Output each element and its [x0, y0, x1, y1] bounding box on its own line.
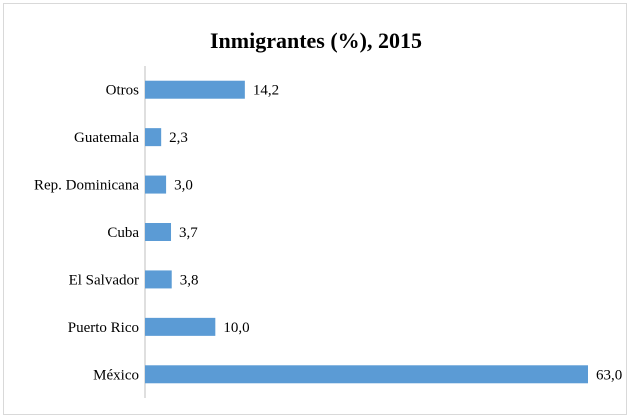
category-label: Cuba	[107, 225, 139, 241]
bar	[145, 223, 172, 241]
category-label: Otros	[106, 83, 139, 99]
category-label: Rep. Dominicana	[34, 178, 139, 194]
value-label: 14,2	[253, 83, 279, 99]
bar	[145, 317, 216, 336]
value-label: 3,8	[180, 272, 199, 288]
chart-frame	[3, 3, 627, 415]
chart-title: Inmigrantes (%), 2015	[209, 28, 423, 53]
bar	[145, 80, 245, 99]
category-label: El Salvador	[69, 272, 139, 288]
bar	[145, 175, 167, 194]
value-label: 3,7	[179, 225, 198, 241]
category-label: México	[93, 367, 139, 383]
bar	[145, 365, 588, 384]
bar	[145, 270, 172, 289]
category-label: Puerto Rico	[68, 320, 139, 336]
value-label: 2,3	[169, 130, 188, 146]
bar	[145, 128, 162, 147]
value-label: 63,0	[596, 367, 622, 383]
value-label: 3,0	[174, 178, 193, 194]
category-label: Guatemala	[74, 130, 139, 146]
value-label: 10,0	[223, 320, 249, 336]
